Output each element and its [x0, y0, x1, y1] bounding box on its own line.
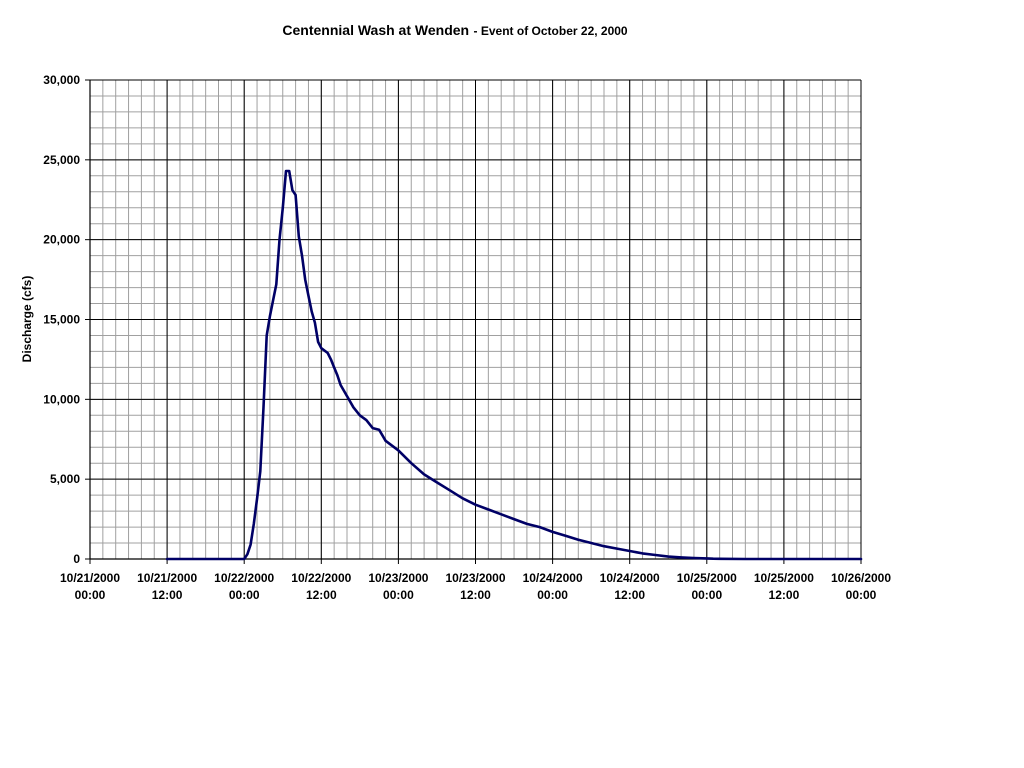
x-tick-label-date: 10/23/2000	[368, 571, 428, 585]
x-tick-label-time: 00:00	[75, 588, 106, 602]
x-tick-label-date: 10/26/2000	[831, 571, 891, 585]
y-tick-label: 15,000	[43, 313, 80, 327]
series-group	[165, 169, 863, 561]
y-tick-labels: 0 5,000 10,000 15,000 20,000 25,000 30,000	[43, 73, 80, 566]
x-tick-label-date: 10/24/2000	[523, 571, 583, 585]
x-tick-labels: 10/21/2000 00:00 10/21/2000 12:00 10/22/2000…	[60, 571, 891, 602]
x-tick-label-date: 10/25/2000	[677, 571, 737, 585]
x-tick-label-time: 12:00	[152, 588, 183, 602]
x-tick-label-date: 10/21/2000	[60, 571, 120, 585]
x-tick-label-date: 10/21/2000	[137, 571, 197, 585]
x-tick-label-time: 00:00	[691, 588, 722, 602]
x-tick-label-time: 12:00	[460, 588, 491, 602]
x-tick-label-time: 12:00	[769, 588, 800, 602]
y-tick-label: 5,000	[50, 472, 80, 486]
chart-title-main: Centennial Wash at Wenden	[282, 22, 470, 38]
y-tick-label: 20,000	[43, 233, 80, 247]
y-tick-label: 30,000	[43, 73, 80, 87]
x-tick-label-time: 00:00	[537, 588, 568, 602]
x-tick-label-time: 00:00	[229, 588, 260, 602]
x-tick-label-time: 12:00	[614, 588, 645, 602]
chart-title: Centennial Wash at Wenden - Event of Oct…	[0, 22, 910, 40]
y-tick-label: 10,000	[43, 392, 80, 406]
x-tick-label-date: 10/22/2000	[214, 571, 274, 585]
y-tick-label: 0	[73, 552, 80, 566]
discharge-series-line	[165, 169, 863, 561]
x-tick-label-date: 10/25/2000	[754, 571, 814, 585]
x-tick-label-time: 00:00	[846, 588, 877, 602]
x-tick-label-date: 10/22/2000	[291, 571, 351, 585]
x-tick-label-date: 10/23/2000	[445, 571, 505, 585]
x-tick-label-time: 00:00	[383, 588, 414, 602]
y-axis-title: Discharge (cfs)	[20, 276, 34, 363]
x-tick-label-date: 10/24/2000	[600, 571, 660, 585]
x-tick-label-time: 12:00	[306, 588, 337, 602]
y-tick-label: 25,000	[43, 153, 80, 167]
chart-subtitle: - Event of October 22, 2000	[473, 24, 628, 38]
